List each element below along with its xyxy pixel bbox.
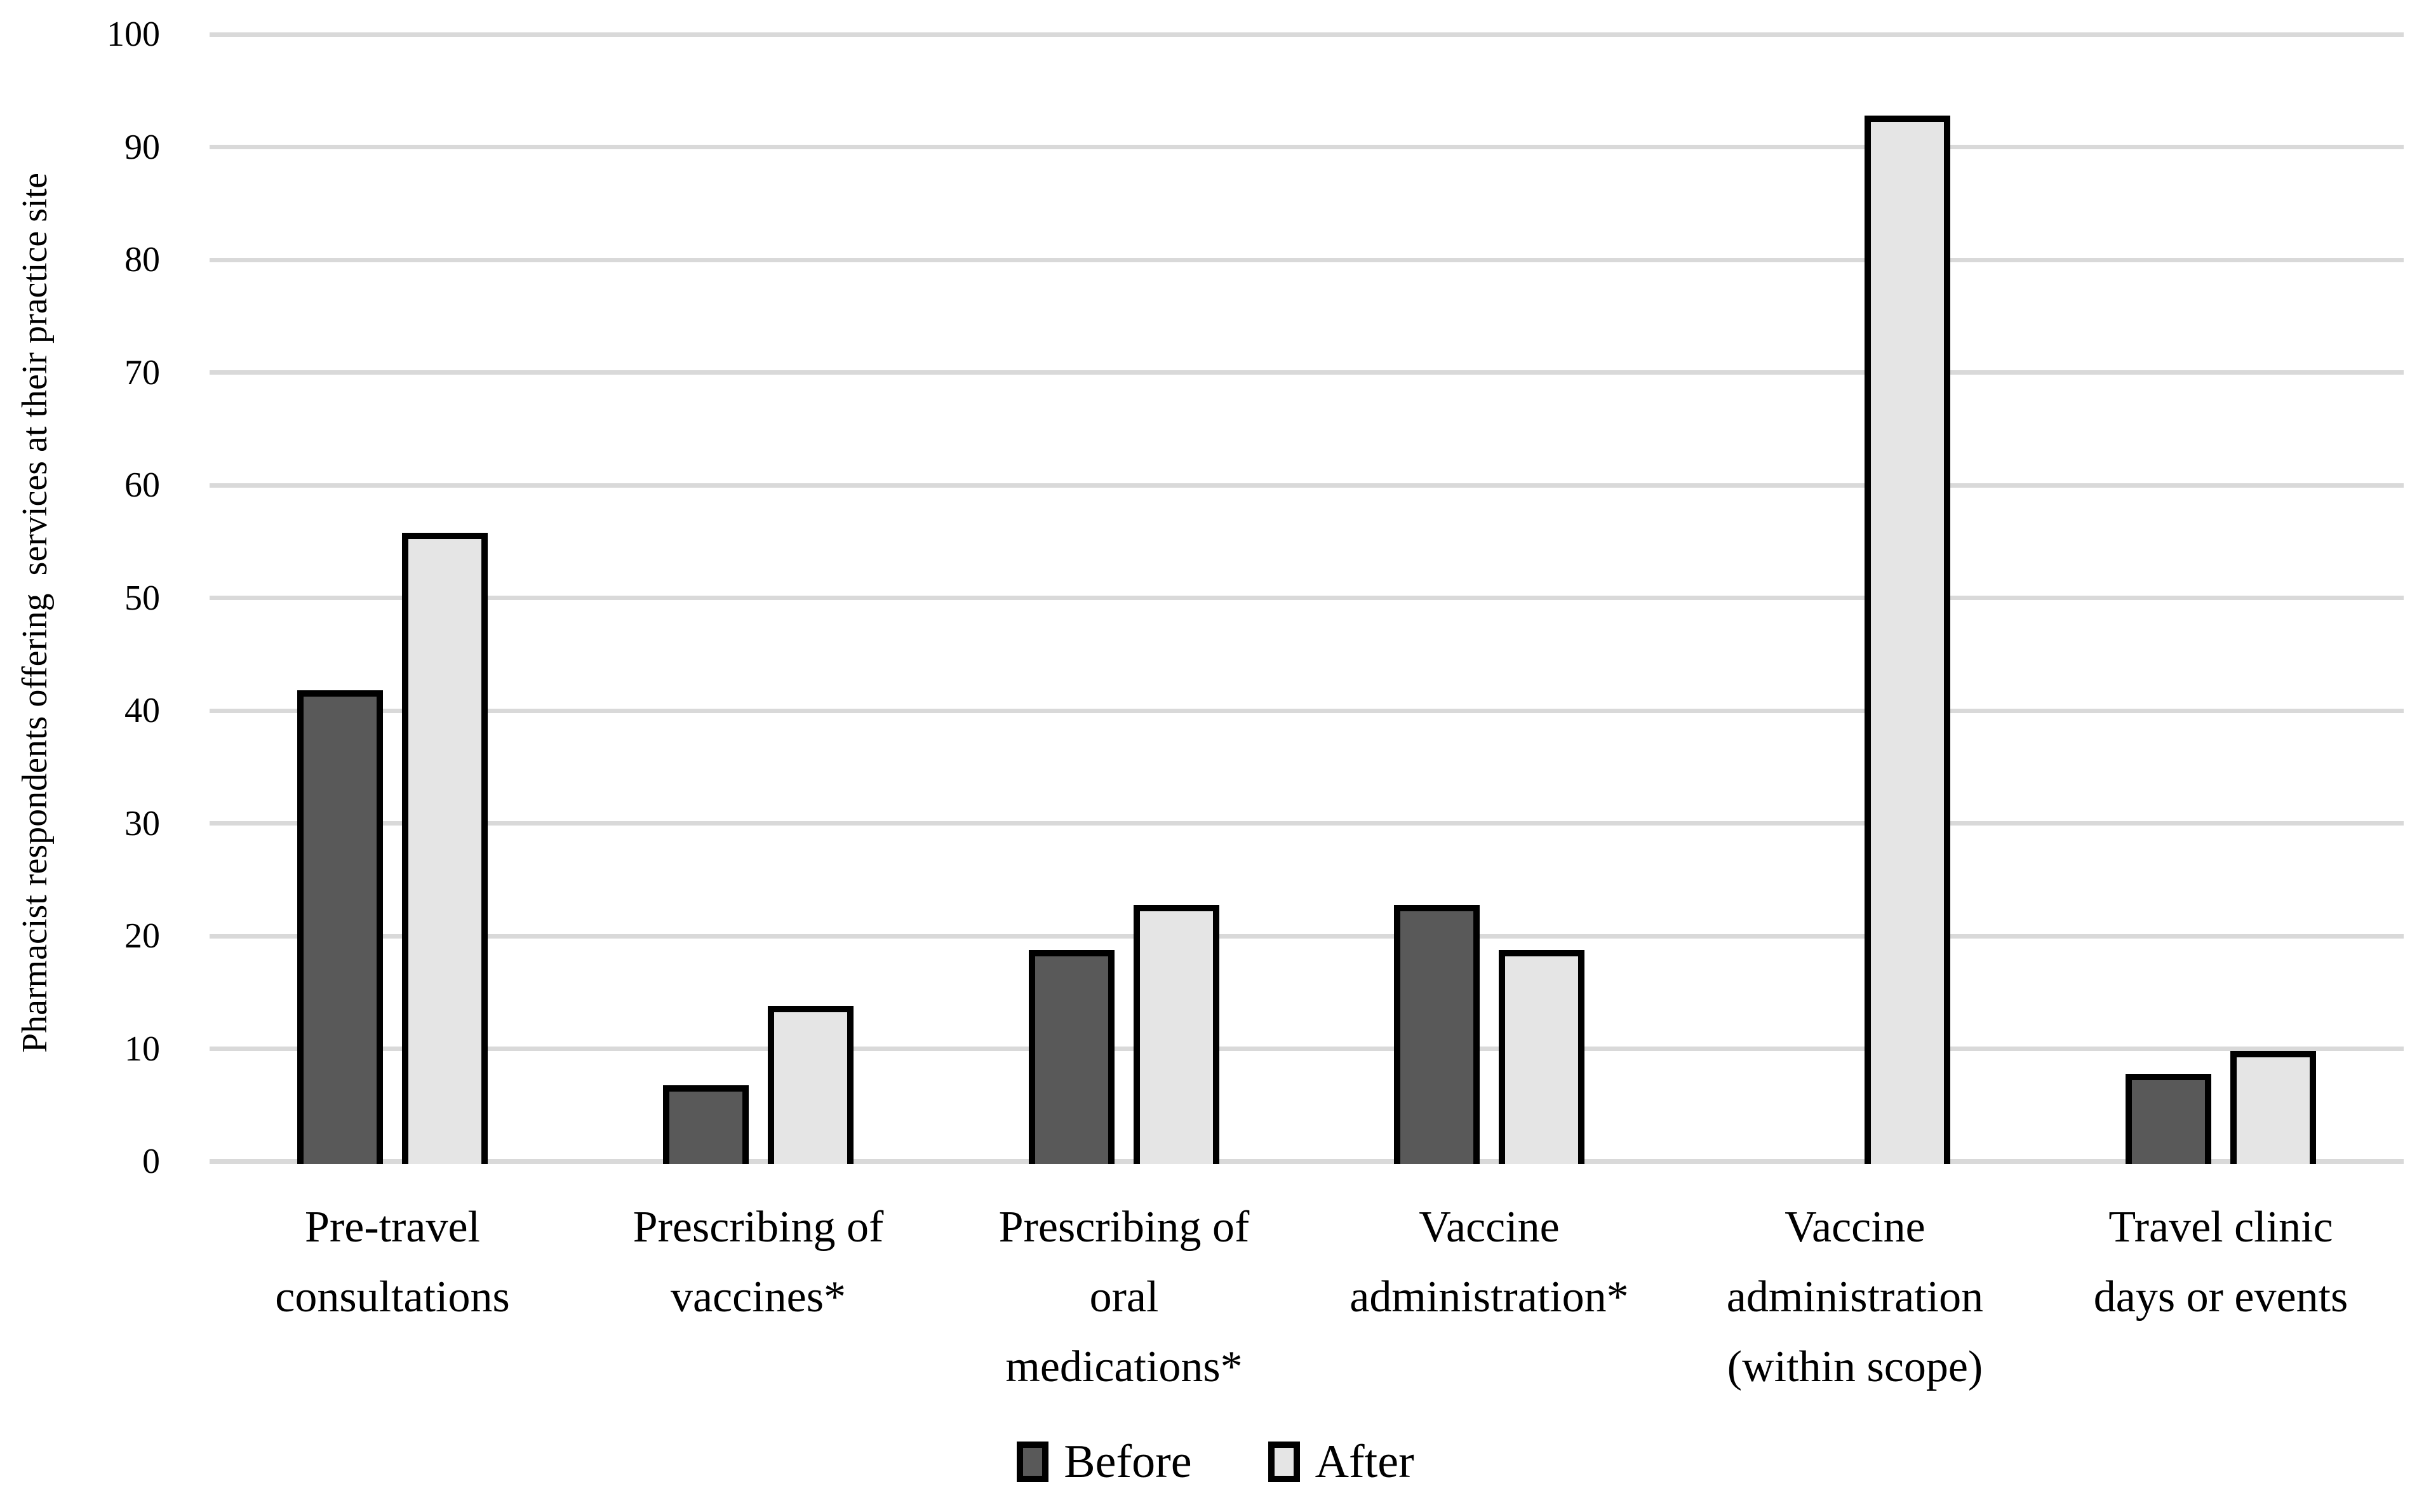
y-tick-label: 100 — [107, 15, 160, 54]
y-tick-label: 30 — [124, 803, 160, 843]
bar-before — [297, 690, 383, 1164]
legend-swatch-after — [1268, 1442, 1300, 1482]
legend-label-before: Before — [1064, 1436, 1192, 1488]
bar-before — [663, 1085, 749, 1164]
bar-before — [2126, 1074, 2211, 1164]
gridline — [210, 370, 2404, 375]
gridline — [210, 483, 2404, 488]
y-tick-label: 40 — [124, 691, 160, 730]
bar-after — [2230, 1051, 2316, 1164]
gridline — [210, 596, 2404, 600]
bar-before — [1029, 950, 1115, 1164]
bar-after — [1134, 905, 1219, 1164]
y-tick-label: 50 — [124, 578, 160, 618]
gridline — [210, 1047, 2404, 1051]
gridline — [210, 933, 2404, 939]
gridline — [210, 708, 2404, 713]
plot-area — [210, 32, 2404, 1164]
y-tick-label: 60 — [124, 465, 160, 505]
x-axis-category-label: Prescribing of oral medications* — [998, 1203, 1250, 1391]
x-axis-category-label: Pre-travel consultations — [275, 1203, 510, 1321]
gridline — [210, 145, 2404, 149]
y-axis-tick-labels: 0 10 20 30 40 50 60 70 80 90 100 — [0, 0, 160, 1512]
gridline — [210, 821, 2404, 826]
y-tick-label: 0 — [142, 1142, 160, 1181]
legend-item-before: Before — [1017, 1436, 1192, 1488]
x-axis-category-label: Travel clinic days or events — [2093, 1203, 2348, 1321]
y-tick-label: 10 — [124, 1029, 160, 1069]
bar-after — [1499, 950, 1584, 1164]
gridline — [210, 32, 2404, 37]
gridline — [210, 257, 2404, 262]
gridline — [210, 1159, 2404, 1164]
x-axis-category-label: Vaccine administration* — [1349, 1203, 1629, 1321]
bar-after — [768, 1006, 854, 1164]
y-tick-label: 80 — [124, 240, 160, 279]
bar-before — [1394, 905, 1480, 1164]
y-tick-label: 90 — [124, 127, 160, 167]
legend-label-after: After — [1315, 1436, 1414, 1488]
y-tick-label: 20 — [124, 916, 160, 956]
x-axis-category-label: Vaccine administration (within scope) — [1726, 1203, 1984, 1391]
legend-item-after: After — [1268, 1436, 1414, 1487]
y-tick-label: 70 — [124, 352, 160, 392]
x-axis-category-label: Prescribing of vaccines* — [633, 1203, 884, 1321]
legend-swatch-before — [1017, 1442, 1049, 1482]
legend: Before After — [0, 1436, 2431, 1487]
bar-after — [402, 533, 488, 1164]
bar-after — [1865, 116, 1950, 1164]
